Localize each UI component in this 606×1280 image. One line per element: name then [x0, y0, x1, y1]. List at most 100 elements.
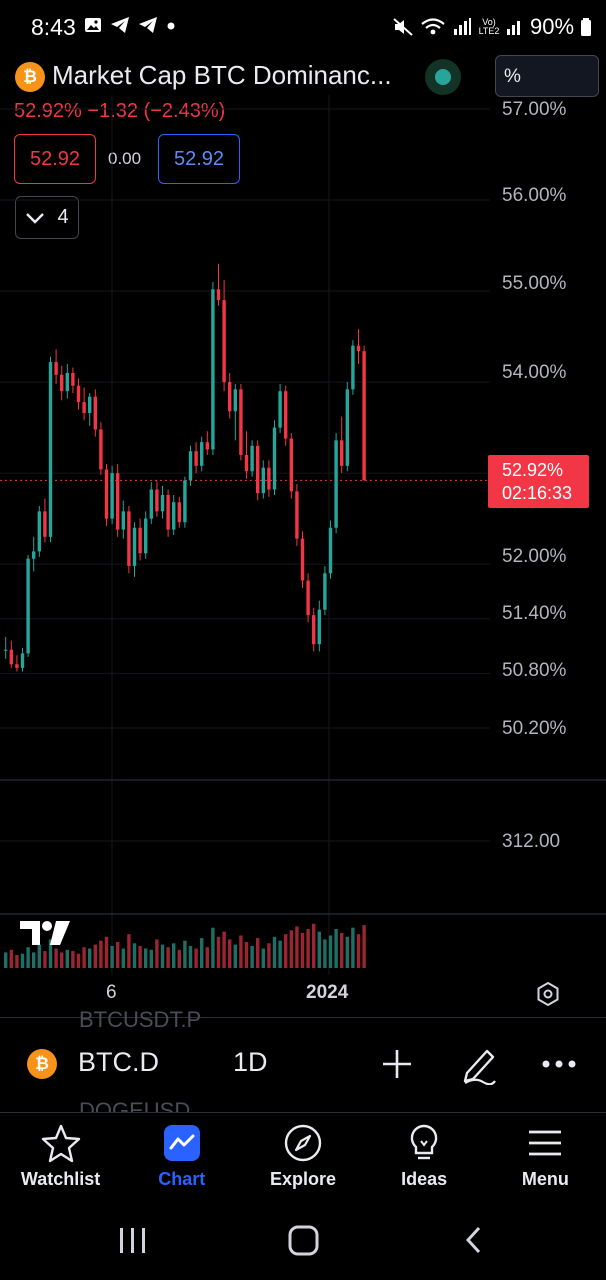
- back-icon[interactable]: [465, 1226, 481, 1254]
- volume-bar: [267, 943, 271, 968]
- candle-body: [222, 300, 226, 383]
- bottom-navigation: Watchlist Chart Explore Ideas Menu: [0, 1112, 606, 1207]
- price-chart[interactable]: [0, 95, 606, 1010]
- indicators-toggle[interactable]: 4: [15, 196, 79, 239]
- recent-apps-icon[interactable]: [120, 1228, 145, 1253]
- more-options-icon[interactable]: [542, 1057, 576, 1071]
- candle-body: [166, 494, 170, 530]
- volume-bar: [272, 936, 277, 968]
- candle-body: [340, 440, 344, 466]
- volume-bar: [278, 940, 282, 968]
- symbol-title[interactable]: Market Cap BTC Dominanc...: [52, 60, 392, 90]
- status-system-icons: Vo) LTE2 90%: [392, 14, 592, 40]
- wifi-icon: [421, 18, 445, 35]
- time-axis-label: 6: [106, 982, 117, 1003]
- candle-body: [261, 467, 265, 494]
- time-axis-label: 2024: [306, 982, 349, 1003]
- btc-logo-icon: ₿: [15, 62, 45, 92]
- buy-button[interactable]: 52.92: [158, 134, 240, 184]
- candle-body: [267, 467, 271, 490]
- volume-bar: [116, 942, 120, 968]
- nav-label: Watchlist: [20, 1169, 101, 1189]
- candle-body: [362, 351, 366, 481]
- candle-body: [323, 573, 327, 610]
- volume-bar: [37, 944, 41, 968]
- system-navigation-bar: [120, 1225, 481, 1256]
- candle-body: [228, 382, 232, 412]
- volume-bar: [32, 952, 36, 968]
- nav-label: Explore: [269, 1169, 336, 1189]
- volume-bar: [289, 930, 293, 968]
- dot-icon: [167, 22, 175, 30]
- chart-icon: [163, 1125, 200, 1161]
- volume-bar: [160, 944, 165, 968]
- candle-body: [351, 345, 355, 390]
- candle-body: [149, 489, 153, 519]
- scale-mode-button[interactable]: %: [495, 55, 599, 97]
- volume-bar: [222, 931, 226, 968]
- volume-bar: [200, 938, 204, 968]
- candle-body: [9, 649, 13, 665]
- candle-body: [250, 445, 254, 472]
- nav-menu[interactable]: Menu: [485, 1113, 606, 1207]
- candle-body: [272, 427, 277, 490]
- volume-bar: [306, 929, 310, 968]
- volume-bar: [250, 945, 254, 968]
- home-icon[interactable]: [288, 1225, 319, 1256]
- candle-body: [32, 551, 36, 559]
- volume-bar: [155, 939, 159, 968]
- status-time: 8:43: [31, 14, 76, 40]
- candle-body: [284, 391, 288, 439]
- candle-body: [205, 442, 209, 450]
- telegram-icon: [111, 17, 129, 33]
- candle-body: [121, 511, 125, 530]
- sell-button[interactable]: 52.92: [14, 134, 96, 184]
- volume-bar: [362, 925, 366, 968]
- current-price-tag: 52.92% 02:16:33: [488, 455, 589, 508]
- nav-chart[interactable]: Chart: [121, 1113, 242, 1207]
- candle-body: [26, 558, 30, 654]
- candle-body: [93, 396, 97, 430]
- volume-bar: [228, 939, 232, 968]
- candle-body: [188, 451, 193, 481]
- volume-bar: [4, 952, 8, 968]
- volume-bar: [177, 949, 181, 968]
- candle-body: [20, 653, 25, 668]
- volume-bar: [54, 948, 58, 968]
- candle-body: [138, 527, 142, 554]
- volume-bar: [138, 945, 142, 968]
- candle-body: [110, 473, 114, 519]
- drawing-pencil-icon[interactable]: [461, 1045, 497, 1085]
- volume-bar: [244, 942, 249, 968]
- status-notification-icons: [84, 16, 176, 34]
- market-status-icon[interactable]: [425, 59, 461, 95]
- volume-bar: [312, 923, 316, 968]
- interval-selector[interactable]: 1D: [233, 1047, 268, 1077]
- lightbulb-icon: [410, 1124, 438, 1160]
- price-axis-label: 50.80%: [502, 660, 567, 681]
- candle-body: [65, 372, 69, 392]
- candle-body: [200, 442, 204, 466]
- chevron-down-icon: [26, 212, 45, 224]
- nav-ideas[interactable]: Ideas: [364, 1113, 485, 1207]
- nav-label: Ideas: [401, 1169, 448, 1189]
- candle-body: [37, 511, 41, 552]
- chart-settings-icon[interactable]: [535, 981, 561, 1007]
- nav-watchlist[interactable]: Watchlist: [0, 1113, 121, 1207]
- candle-body: [216, 289, 221, 301]
- tradingview-logo[interactable]: [20, 919, 72, 947]
- add-plus-icon[interactable]: [381, 1048, 413, 1080]
- candle-body: [99, 429, 103, 470]
- price-change: 52.92% −1.32 (−2.43%): [14, 100, 226, 122]
- candle-body: [172, 502, 176, 530]
- volume-bar: [104, 936, 109, 968]
- volume-bar: [65, 949, 69, 968]
- volume-bar: [323, 939, 327, 968]
- candle-body: [334, 440, 338, 528]
- volume-bar: [20, 953, 25, 968]
- symbol-selector[interactable]: BTC.D: [78, 1047, 159, 1077]
- volume-bar: [110, 945, 114, 968]
- candle-body: [60, 374, 64, 392]
- volume-bar: [9, 949, 13, 968]
- nav-explore[interactable]: Explore: [242, 1113, 363, 1207]
